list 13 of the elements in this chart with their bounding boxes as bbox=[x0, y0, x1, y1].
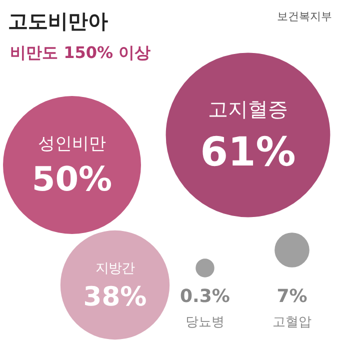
category: 고혈압 bbox=[272, 315, 312, 330]
value-label: 50% bbox=[32, 160, 112, 199]
value-label: 7% bbox=[276, 286, 308, 307]
subtitle: 비만도 150% 이상 bbox=[10, 43, 151, 62]
category: 당뇨병 bbox=[186, 315, 224, 330]
category: 성인비만 bbox=[38, 133, 106, 154]
title: 고도비만아 bbox=[8, 9, 108, 33]
category: 지방간 bbox=[96, 262, 134, 277]
value-label: 38% bbox=[83, 281, 147, 312]
category: 고지혈증 bbox=[208, 97, 288, 122]
value-label: 61% bbox=[200, 130, 296, 176]
value-label: 0.3% bbox=[180, 286, 230, 307]
annotation: 보건복지부 bbox=[277, 10, 332, 23]
